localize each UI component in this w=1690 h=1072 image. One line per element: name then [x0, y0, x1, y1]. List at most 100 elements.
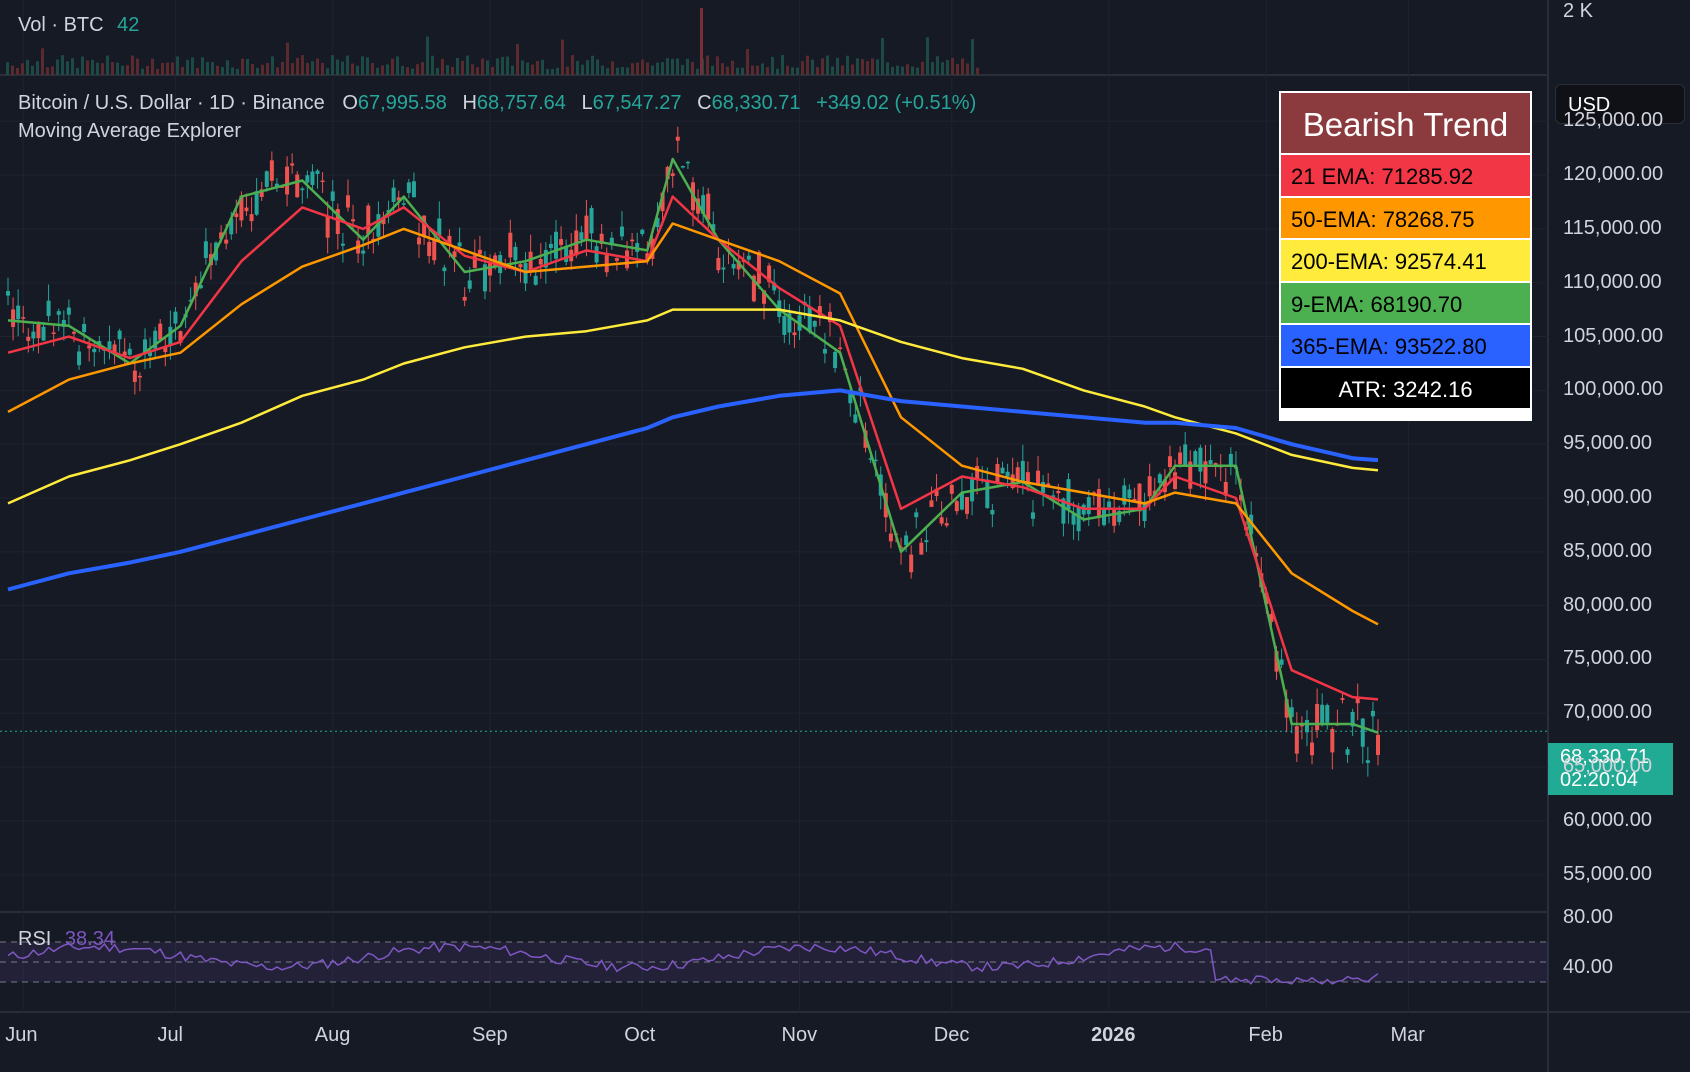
volume-bar [506, 56, 509, 75]
candle-body [746, 255, 751, 260]
volume-bar [241, 58, 244, 75]
candle-body [584, 215, 589, 240]
volume-bar [676, 58, 679, 75]
volume-bar [456, 57, 459, 75]
candle-body [1274, 650, 1279, 672]
ohlc-header: Bitcoin / U.S. Dollar · 1D · Binance O67… [18, 92, 976, 115]
volume-bar [511, 65, 514, 75]
candle-body [259, 189, 264, 197]
candle-body [736, 260, 741, 270]
volume-bar [196, 67, 199, 75]
candle-body [1325, 705, 1330, 723]
candle-body [56, 311, 61, 315]
volume-bar [816, 67, 819, 75]
candle-body [462, 296, 467, 301]
volume-bar [261, 64, 264, 75]
candle-body [848, 389, 853, 404]
candle-body [290, 163, 295, 166]
price-axis-label: 80,000.00 [1563, 593, 1652, 616]
time-axis-label: Dec [933, 1024, 970, 1046]
volume-bar [921, 61, 924, 75]
volume-bar [91, 59, 94, 75]
candle-body [173, 311, 178, 324]
candle-body [1056, 490, 1061, 494]
candle-body [1096, 489, 1101, 517]
open-value: 67,995.58 [357, 92, 447, 114]
volume-bar [421, 62, 424, 75]
volume-bar [546, 68, 549, 75]
candle-body [1345, 749, 1350, 755]
candle-body [143, 339, 147, 354]
volume-bar [391, 58, 394, 75]
candle-body [122, 351, 127, 356]
volume-bar [161, 62, 164, 75]
legend-row-3: 9-EMA: 68190.70 [1281, 282, 1530, 325]
candle-body [376, 214, 381, 237]
candle-body [46, 300, 51, 317]
symbol-title[interactable]: Bitcoin / U.S. Dollar · 1D · Binance [18, 92, 325, 114]
volume-bar [176, 56, 179, 75]
candle-body [680, 166, 685, 168]
price-axis-label: 120,000.00 [1563, 163, 1664, 186]
candle-body [1112, 508, 1117, 526]
open-label: O [342, 92, 358, 114]
candle-body [168, 326, 173, 346]
volume-bar [451, 66, 454, 75]
candle-body [1279, 659, 1284, 665]
candle-body [71, 331, 76, 334]
candle-body [1315, 704, 1320, 731]
price-axis-label: 95,000.00 [1563, 432, 1652, 455]
volume-bar [206, 62, 209, 75]
volume-bar [246, 58, 249, 75]
candle-body [1005, 471, 1010, 477]
candle-body [1330, 729, 1335, 753]
volume-bar [946, 60, 949, 75]
candle-body [609, 237, 614, 246]
candle-body [599, 233, 604, 244]
candle-body [782, 316, 787, 335]
close-value: 68,330.71 [711, 92, 801, 114]
volume-bar [931, 61, 934, 75]
price-axis-label: 65,000.00 [1563, 755, 1652, 778]
volume-bar [871, 58, 874, 75]
volume-bar [906, 64, 909, 75]
candle-body [127, 348, 132, 355]
candle-body [985, 479, 990, 508]
volume-bar [86, 60, 89, 75]
volume-bar [76, 67, 79, 75]
ema-legend-table: Bearish Trend 21 EMA: 71285.92 50-EMA: 78… [1279, 91, 1532, 421]
volume-bar [121, 65, 124, 75]
currency-button[interactable]: USD [1555, 84, 1685, 124]
volume-bar [461, 60, 464, 75]
volume-bar [716, 56, 719, 75]
candle-body [828, 311, 832, 323]
candle-body [660, 192, 665, 212]
candle-body [351, 219, 356, 222]
volume-bar [296, 57, 299, 75]
volume-bar [851, 64, 854, 75]
candle-body [954, 501, 959, 512]
ema-line-21-ema [7, 195, 1379, 701]
volume-bar [836, 57, 839, 75]
volume-bar [671, 58, 674, 75]
volume-bar [651, 65, 654, 75]
candle-body [107, 341, 112, 350]
candle-body [762, 290, 767, 304]
candle-body [310, 171, 315, 185]
volume-bar [131, 55, 134, 75]
volume-bar [381, 65, 384, 75]
volume-bar [6, 62, 9, 75]
volume-bar [46, 67, 49, 75]
volume-bar [221, 67, 224, 75]
candle-body [417, 237, 421, 245]
candle-body [508, 232, 513, 258]
candle-body [330, 191, 335, 201]
volume-bar [916, 67, 919, 75]
indicator-title[interactable]: Moving Average Explorer [18, 120, 242, 142]
volume-bar [416, 64, 419, 75]
candle-body [16, 305, 21, 320]
last-price: 68,330.71 [1560, 746, 1649, 768]
time-axis-label: Nov [781, 1024, 818, 1046]
rsi-axis-label-80: 80.00 [1563, 906, 1614, 928]
volume-bar [271, 56, 274, 75]
